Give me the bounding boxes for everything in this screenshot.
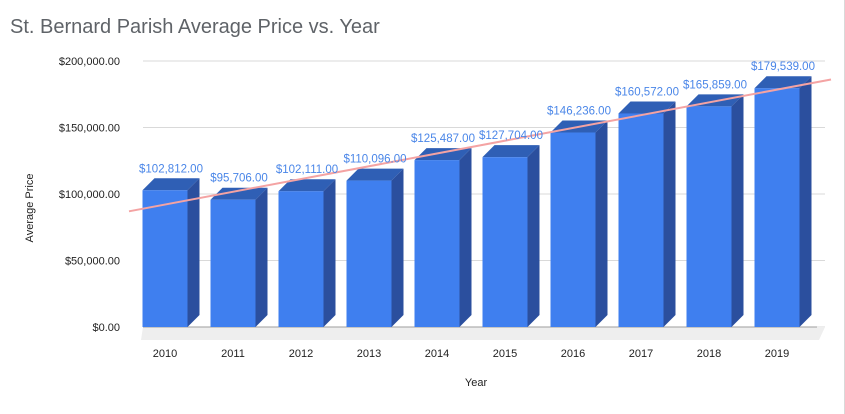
- bar-side-face: [527, 145, 540, 327]
- bar-front-face: [346, 180, 392, 327]
- data-label: $179,539.00: [751, 61, 815, 73]
- bar-top-face: [414, 148, 472, 161]
- bar-front-face: [482, 157, 528, 327]
- bar-front-face: [754, 88, 800, 327]
- x-tick-label: 2013: [357, 348, 381, 360]
- y-tick-label: $0.00: [92, 322, 120, 334]
- x-tick-label: 2016: [561, 348, 585, 360]
- x-tick-label: 2010: [153, 348, 177, 360]
- bar-front-face: [618, 113, 664, 327]
- bar-2014: [414, 148, 472, 327]
- chart-title: St. Bernard Parish Average Price vs. Yea…: [10, 16, 380, 38]
- bar-front-face: [414, 160, 460, 327]
- bar-top-face: [210, 187, 268, 200]
- bar-front-face: [210, 199, 256, 327]
- bar-side-face: [459, 148, 472, 327]
- bar-2019: [754, 76, 812, 327]
- x-tick-label: 2019: [765, 348, 789, 360]
- x-tick-label: 2018: [697, 348, 721, 360]
- bar-2016: [550, 120, 608, 327]
- data-label: $102,111.00: [276, 164, 338, 176]
- y-tick-label: $200,000.00: [59, 56, 120, 68]
- x-axis-ticks: 2010 2011 2012 2013 2014 2015 2016 2017 2018 2019: [153, 348, 789, 360]
- bars: [142, 76, 812, 327]
- chart-floor: [141, 326, 825, 340]
- bar-side-face: [731, 94, 744, 327]
- bar-front-face: [142, 190, 188, 327]
- bar-2017: [618, 101, 676, 327]
- bar-side-face: [391, 168, 404, 327]
- y-tick-label: $50,000.00: [65, 256, 120, 268]
- bar-top-face: [142, 178, 200, 191]
- bar-top-face: [278, 179, 336, 192]
- bar-2018: [686, 94, 744, 327]
- bar-front-face: [278, 191, 324, 327]
- x-axis-title: Year: [465, 377, 488, 389]
- x-tick-label: 2014: [425, 348, 449, 360]
- bar-front-face: [686, 106, 732, 327]
- data-label: $146,236.00: [547, 106, 611, 118]
- bar-side-face: [663, 101, 676, 327]
- bar-top-face: [482, 145, 540, 158]
- data-label: $125,487.00: [411, 133, 475, 145]
- data-label: $127,704.00: [479, 130, 543, 142]
- trendline: [128, 78, 832, 213]
- y-axis-title: Average Price: [24, 174, 36, 243]
- y-tick-label: $100,000.00: [59, 189, 120, 201]
- data-label: $160,572.00: [615, 86, 679, 98]
- y-tick-label: $150,000.00: [59, 123, 120, 135]
- bar-2013: [346, 168, 404, 327]
- x-tick-label: 2012: [289, 348, 313, 360]
- trendline-layer: [128, 78, 832, 213]
- bar-2010: [142, 178, 200, 327]
- bar-side-face: [187, 178, 200, 327]
- bar-2015: [482, 145, 540, 327]
- y-axis-ticks: $0.00 $50,000.00 $100,000.00 $150,000.00 $20…: [59, 56, 120, 334]
- data-labels: $102,812.00 $95,706.00 $102,111.00 $110,096…: [139, 61, 815, 184]
- bar-side-face: [595, 120, 608, 327]
- bar-2012: [278, 179, 336, 327]
- bar-2011: [210, 187, 268, 327]
- bar-side-face: [255, 187, 268, 327]
- x-tick-label: 2015: [493, 348, 517, 360]
- x-tick-label: 2011: [221, 348, 245, 360]
- data-label: $95,706.00: [210, 173, 268, 185]
- data-label: $102,812.00: [139, 163, 203, 175]
- chart-floor-plane: [141, 327, 825, 340]
- data-label: $165,859.00: [683, 79, 747, 91]
- bar-side-face: [799, 76, 812, 327]
- bar-top-face: [346, 168, 404, 181]
- bar-front-face: [550, 132, 596, 327]
- bar-side-face: [323, 179, 336, 327]
- data-label: $110,096.00: [343, 154, 406, 166]
- x-tick-label: 2017: [629, 348, 653, 360]
